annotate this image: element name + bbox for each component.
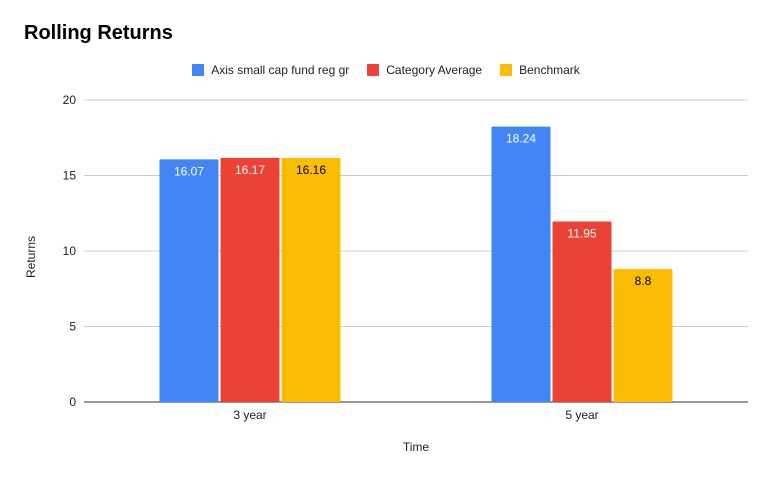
chart-title: Rolling Returns <box>24 22 173 44</box>
bar-data-label: 16.16 <box>296 163 326 177</box>
bars <box>159 126 673 403</box>
legend-label-category-average: Category Average <box>386 63 483 77</box>
y-tick-label: 10 <box>63 244 77 258</box>
bar-data-label: 8.8 <box>635 274 652 288</box>
tick-labels: 0 5 10 15 20 3 year 5 year <box>63 93 599 422</box>
y-axis-title: Returns <box>24 236 38 278</box>
legend-label-benchmark: Benchmark <box>519 63 580 77</box>
bar[interactable] <box>159 159 219 402</box>
chart-legend: Axis small cap fund reg gr Category Aver… <box>0 63 772 77</box>
legend-swatch-category-average <box>367 64 380 76</box>
legend-swatch-benchmark <box>500 64 513 76</box>
legend-item-axis-small-cap[interactable]: Axis small cap fund reg gr <box>192 63 349 77</box>
legend-label-axis-small-cap: Axis small cap fund reg gr <box>211 63 350 77</box>
y-tick-label: 0 <box>69 395 76 409</box>
x-tick-label: 3 year <box>233 408 266 422</box>
legend-item-category-average[interactable]: Category Average <box>367 63 482 77</box>
bar[interactable] <box>552 221 612 402</box>
y-tick-label: 15 <box>63 169 77 183</box>
y-tick-label: 5 <box>69 320 76 334</box>
bar[interactable] <box>613 269 673 402</box>
bar-data-label: 16.07 <box>174 164 204 178</box>
bar[interactable] <box>220 157 280 402</box>
bar-data-label: 16.17 <box>235 163 265 177</box>
x-axis-title: Time <box>403 440 430 454</box>
x-tick-label: 5 year <box>565 408 598 422</box>
data-labels: 16.07 16.17 16.16 18.24 11.95 8.8 <box>174 132 652 289</box>
legend-item-benchmark[interactable]: Benchmark <box>500 63 580 77</box>
bar[interactable] <box>281 157 341 402</box>
bar-data-label: 11.95 <box>567 227 596 241</box>
bar-data-label: 18.24 <box>506 132 536 146</box>
bar[interactable] <box>491 126 551 403</box>
y-tick-label: 20 <box>63 93 77 107</box>
legend-swatch-axis-small-cap <box>192 64 205 76</box>
